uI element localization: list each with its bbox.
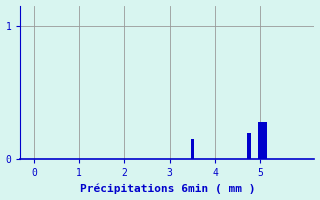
X-axis label: Précipitations 6min ( mm ): Précipitations 6min ( mm ) [80,184,255,194]
Bar [258,122,267,159]
Bar [247,133,251,159]
Bar [190,139,194,159]
